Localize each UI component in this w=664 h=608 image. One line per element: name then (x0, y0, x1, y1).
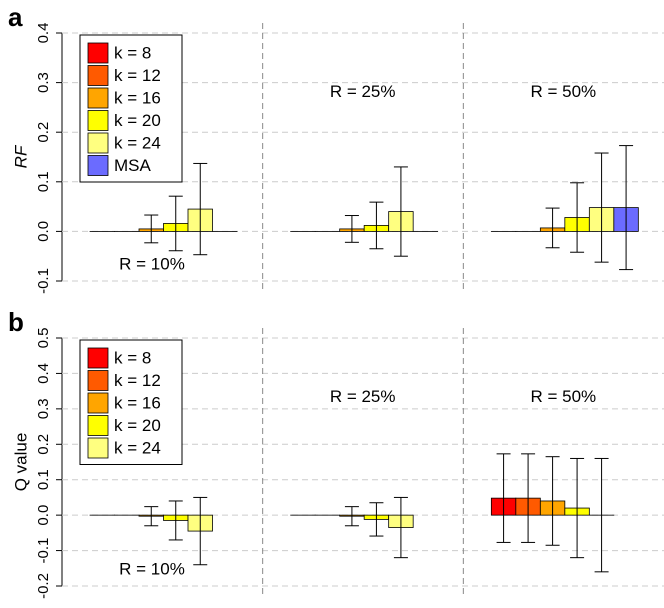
legend-label: k = 16 (114, 88, 161, 107)
y-tick-label: 0.0 (35, 505, 52, 526)
panel-letter: b (8, 307, 24, 337)
legend-swatch (87, 110, 109, 131)
y-tick-label: 0.4 (35, 23, 52, 44)
legend-swatch (87, 42, 109, 64)
legend-label: k = 8 (114, 348, 151, 367)
legend-label: k = 12 (114, 371, 161, 390)
y-tick-label: 0.1 (35, 469, 52, 490)
legend-label: k = 20 (114, 111, 161, 130)
y-tick-label: 0.4 (35, 363, 52, 384)
y-tick-label: 0.1 (35, 171, 52, 192)
legend-swatch (87, 437, 109, 459)
legend-swatch (87, 132, 109, 154)
legend-swatch (87, 65, 109, 86)
legend-swatch (87, 347, 109, 369)
legend-swatch (87, 415, 109, 436)
y-axis-label: RF (11, 144, 30, 168)
y-tick-label: 0.3 (35, 398, 52, 419)
legend-swatch (87, 87, 109, 109)
legend-label: MSA (114, 156, 152, 175)
y-tick-label: 0.2 (35, 434, 52, 455)
group-label: R = 25% (330, 82, 396, 101)
y-axis-label: Q value (11, 433, 30, 492)
y-tick-label: 0.0 (35, 221, 52, 242)
legend-label: k = 24 (114, 133, 161, 152)
legend-swatch (87, 370, 109, 391)
legend-label: k = 20 (114, 416, 161, 435)
legend-label: k = 16 (114, 393, 161, 412)
group-label: R = 25% (330, 387, 396, 406)
legend-swatch (87, 155, 109, 176)
y-tick-label: -0.1 (35, 268, 52, 294)
panel-letter: a (8, 2, 23, 32)
group-label: R = 50% (530, 387, 596, 406)
legend-label: k = 12 (114, 66, 161, 85)
y-tick-label: -0.2 (35, 573, 52, 599)
group-label: R = 10% (119, 559, 185, 578)
y-tick-label: 0.2 (35, 122, 52, 143)
legend-label: k = 8 (114, 43, 151, 62)
legend-label: k = 24 (114, 438, 161, 457)
y-tick-label: -0.1 (35, 538, 52, 564)
y-tick-label: 0.3 (35, 72, 52, 93)
y-tick-label: 0.5 (35, 328, 52, 349)
legend-swatch (87, 392, 109, 414)
group-label: R = 10% (119, 254, 185, 273)
group-label: R = 50% (530, 82, 596, 101)
